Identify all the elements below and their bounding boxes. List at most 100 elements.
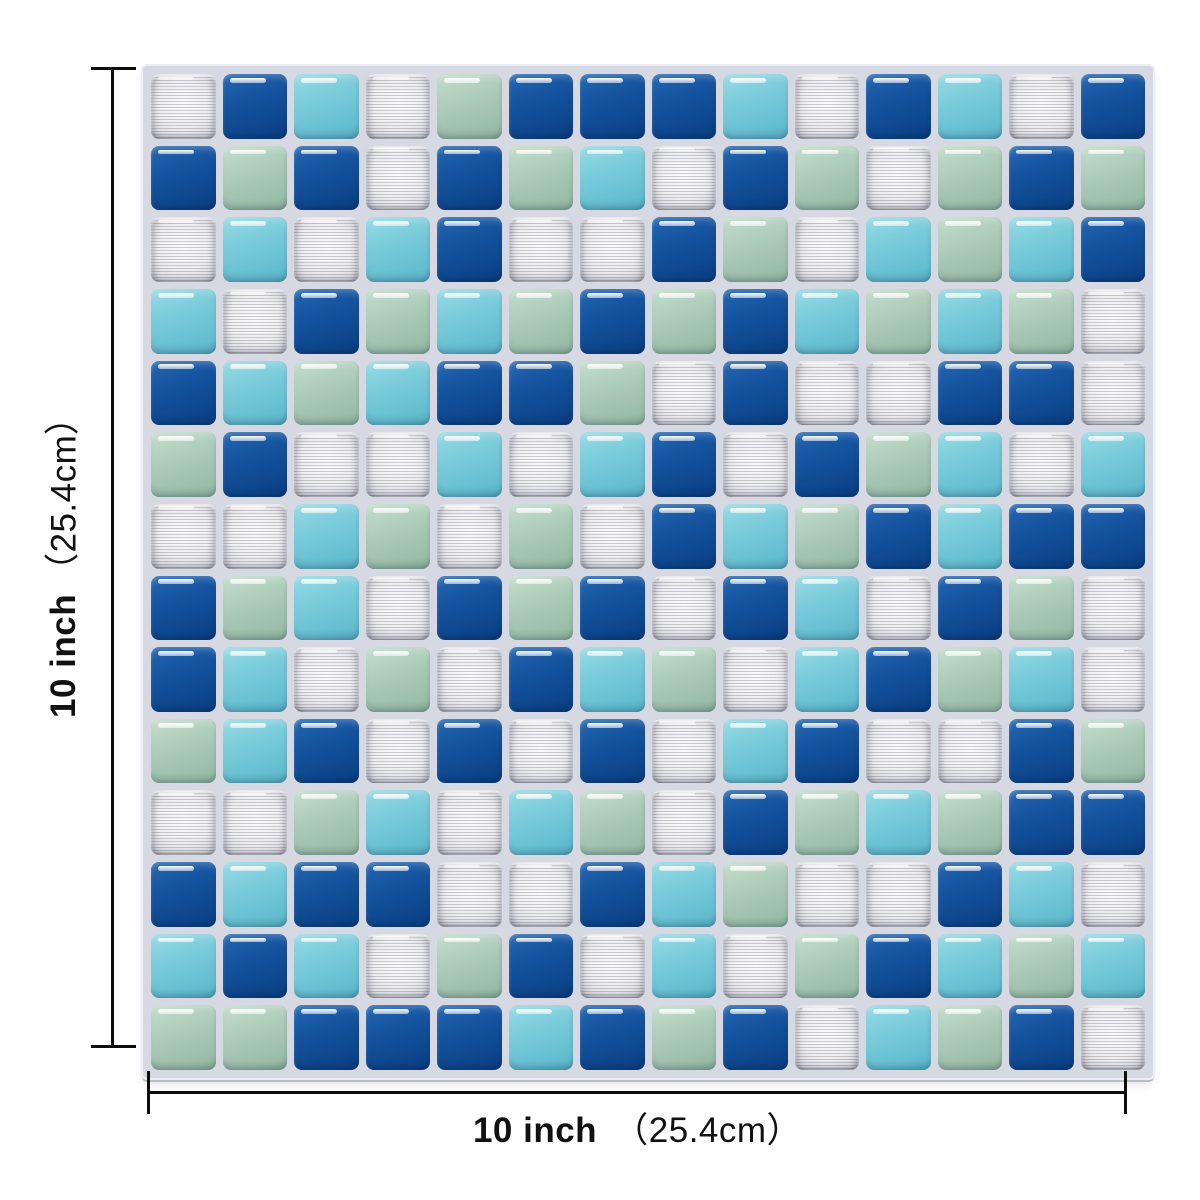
mosaic-tile-brushed-silver [723,933,788,999]
mosaic-tile-brushed-silver [365,718,430,784]
mosaic-tile-sage-green [937,145,1002,211]
mosaic-tile-brushed-silver [508,432,573,497]
left-dimension-label: 10 inch （25.4cm） [28,69,100,1048]
mosaic-tile-navy-blue [1080,217,1145,282]
mosaic-tile-brushed-silver [651,790,716,856]
mosaic-tile-brushed-silver [580,217,645,282]
mosaic-tile-navy-blue [437,718,502,784]
mosaic-tile-sage-green [222,145,287,211]
mosaic-tile-brushed-silver [866,360,931,426]
mosaic-tile-navy-blue [1080,790,1145,856]
mosaic-tile-brushed-silver [1080,1005,1145,1070]
mosaic-tile-sage-green [937,217,1002,282]
mosaic-tile-navy-blue [580,862,645,927]
mosaic-tile-aqua-cyan [937,74,1002,139]
mosaic-tile-navy-blue [365,1005,430,1070]
mosaic-tile-aqua-cyan [508,790,573,856]
mosaic-tile-brushed-silver [1080,288,1145,354]
mosaic-tile-sage-green [365,647,430,712]
mosaic-tile-brushed-silver [294,647,359,712]
mosaic-tile-brushed-silver [365,933,430,999]
mosaic-tile-navy-blue [151,575,216,641]
mosaic-tile-sage-green [508,575,573,641]
left-dimension-cap-top [91,67,136,70]
mosaic-tile-aqua-cyan [651,933,716,999]
mosaic-tile-navy-blue [580,288,645,354]
mosaic-tile-aqua-cyan [723,718,788,784]
mosaic-tile-sage-green [222,1005,287,1070]
mosaic-tile-navy-blue [294,718,359,784]
mosaic-tile-brushed-silver [794,217,859,282]
mosaic-tile-brushed-silver [651,575,716,641]
mosaic-tile-sage-green [937,1005,1002,1070]
mosaic-tile-navy-blue [222,432,287,497]
mosaic-tile-navy-blue [866,647,931,712]
mosaic-tile-navy-blue [151,145,216,211]
mosaic-tile-sage-green [723,862,788,927]
mosaic-tile-sage-green [723,217,788,282]
mosaic-tile-navy-blue [437,575,502,641]
mosaic-tile-navy-blue [1009,1005,1074,1070]
mosaic-tile-navy-blue [723,1005,788,1070]
mosaic-tile-aqua-cyan [1080,432,1145,497]
mosaic-tile-aqua-cyan [580,145,645,211]
mosaic-tile-navy-blue [1080,503,1145,569]
mosaic-tile-sage-green [151,1005,216,1070]
mosaic-tile-brushed-silver [437,503,502,569]
left-dimension-cap-bottom [91,1045,136,1048]
mosaic-tile-brushed-silver [151,217,216,282]
mosaic-tile-brushed-silver [866,862,931,927]
mosaic-tile-brushed-silver [866,575,931,641]
mosaic-tile-navy-blue [794,432,859,497]
mosaic-tile-navy-blue [651,217,716,282]
mosaic-tile-navy-blue [580,575,645,641]
mosaic-tile-brushed-silver [437,862,502,927]
mosaic-tile-aqua-cyan [937,432,1002,497]
mosaic-tile-navy-blue [866,74,931,139]
mosaic-tile-aqua-cyan [866,790,931,856]
mosaic-tile-sage-green [1009,933,1074,999]
mosaic-tile-navy-blue [508,647,573,712]
mosaic-tile-sage-green [1009,575,1074,641]
bottom-dimension-label: 10 inch （25.4cm） [148,1102,1127,1153]
mosaic-tile-navy-blue [723,575,788,641]
mosaic-tile-navy-blue [1009,145,1074,211]
mosaic-tile-navy-blue [1009,790,1074,856]
mosaic-tile-navy-blue [508,74,573,139]
mosaic-tile-sage-green [651,288,716,354]
bottom-dimension-cap-left [147,1071,150,1114]
mosaic-tile-brushed-silver [866,145,931,211]
mosaic-tile-brushed-silver [508,718,573,784]
mosaic-tile-aqua-cyan [1009,217,1074,282]
mosaic-tile-brushed-silver [937,718,1002,784]
mosaic-tile-brushed-silver [1080,862,1145,927]
mosaic-tile-navy-blue [508,933,573,999]
mosaic-tile-brushed-silver [723,647,788,712]
mosaic-tile-brushed-silver [1080,360,1145,426]
mosaic-tile-navy-blue [437,1005,502,1070]
mosaic-tile-navy-blue [794,718,859,784]
mosaic-tile-brushed-silver [365,145,430,211]
mosaic-tile-brushed-silver [1080,647,1145,712]
mosaic-tile-sage-green [651,647,716,712]
mosaic-tile-navy-blue [651,432,716,497]
mosaic-tile-navy-blue [1009,503,1074,569]
mosaic-tile-navy-blue [937,862,1002,927]
mosaic-tile-sage-green [866,432,931,497]
mosaic-tile-navy-blue [1080,74,1145,139]
mosaic-tile-brushed-silver [794,74,859,139]
mosaic-tile-navy-blue [294,288,359,354]
mosaic-tile-navy-blue [437,145,502,211]
mosaic-tile-brushed-silver [1009,74,1074,139]
bottom-dimension-metric: （25.4cm） [613,1111,803,1150]
mosaic-tile-brushed-silver [294,217,359,282]
mosaic-tile-navy-blue [723,360,788,426]
mosaic-tile-navy-blue [866,503,931,569]
mosaic-tile-brushed-silver [151,790,216,856]
mosaic-tile-sage-green [937,790,1002,856]
mosaic-tile-aqua-cyan [294,575,359,641]
mosaic-tile-brushed-silver [651,360,716,426]
mosaic-tile-brushed-silver [437,790,502,856]
mosaic-tile-brushed-silver [151,503,216,569]
